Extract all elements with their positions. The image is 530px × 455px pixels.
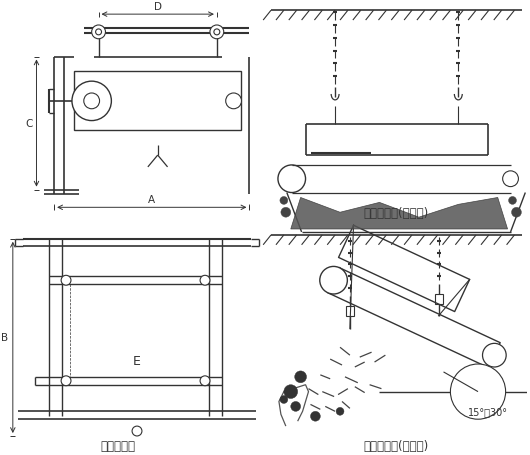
Text: 外形尺寸图: 外形尺寸图: [101, 440, 136, 452]
Circle shape: [502, 172, 518, 187]
Circle shape: [284, 385, 298, 399]
Circle shape: [482, 344, 506, 367]
Circle shape: [320, 267, 347, 294]
Circle shape: [291, 402, 301, 411]
Circle shape: [210, 26, 224, 40]
Circle shape: [336, 408, 344, 415]
Circle shape: [72, 82, 111, 121]
Circle shape: [511, 208, 522, 217]
Circle shape: [92, 26, 105, 40]
Text: 安装示意图(倾斜式): 安装示意图(倾斜式): [364, 440, 429, 452]
Circle shape: [450, 364, 506, 420]
Circle shape: [61, 276, 71, 286]
Circle shape: [214, 30, 220, 36]
Circle shape: [200, 376, 210, 386]
Circle shape: [311, 411, 320, 421]
Circle shape: [295, 371, 306, 383]
Bar: [346, 306, 354, 316]
Circle shape: [280, 396, 288, 404]
Circle shape: [281, 208, 291, 217]
Circle shape: [200, 276, 210, 286]
Circle shape: [95, 30, 102, 36]
Circle shape: [278, 166, 305, 193]
Circle shape: [226, 94, 242, 110]
Text: C: C: [25, 119, 32, 129]
Circle shape: [61, 376, 71, 386]
Circle shape: [132, 426, 142, 436]
Bar: [74, 72, 242, 131]
Text: D: D: [154, 2, 162, 12]
Text: E: E: [133, 354, 141, 367]
Bar: [435, 294, 443, 304]
Circle shape: [84, 94, 100, 110]
Text: B: B: [2, 333, 8, 343]
Circle shape: [280, 197, 288, 205]
Text: A: A: [148, 195, 155, 205]
Circle shape: [509, 197, 516, 205]
Polygon shape: [291, 198, 508, 229]
Text: 15°～30°: 15°～30°: [468, 406, 508, 416]
Text: 安装示意图(水平式): 安装示意图(水平式): [364, 206, 429, 219]
